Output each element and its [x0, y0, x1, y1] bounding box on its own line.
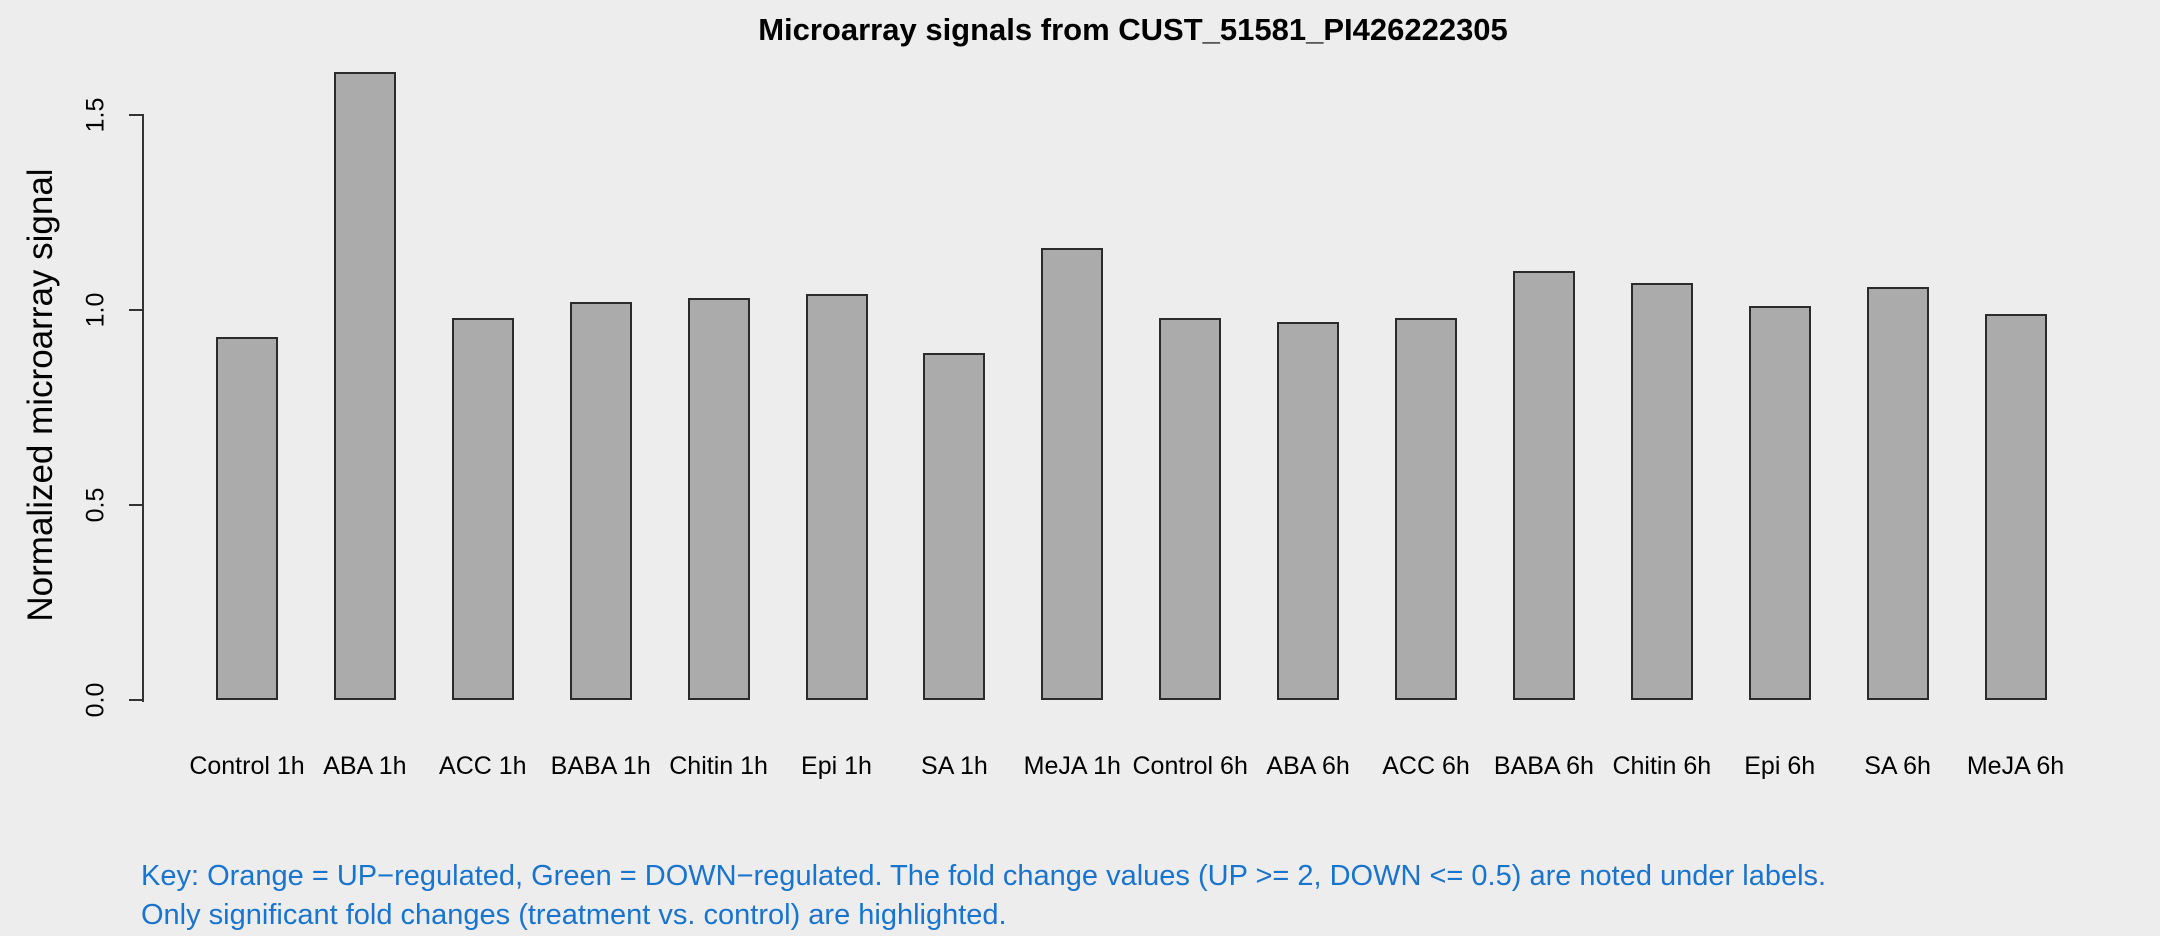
x-category-label: Epi 6h [1744, 752, 1816, 780]
x-category-label: MeJA 6h [1966, 752, 2065, 780]
x-category-label: SA 1h [921, 752, 988, 780]
key-line-2: Only significant fold changes (treatment… [141, 899, 1007, 931]
bar [923, 352, 986, 700]
x-category-label: ACC 1h [439, 752, 527, 780]
y-tick [129, 309, 143, 311]
x-category-label: BABA 1h [550, 752, 651, 780]
bar [1277, 321, 1340, 700]
chart-title: Microarray signals from CUST_51581_PI426… [758, 12, 1508, 47]
bar [216, 337, 278, 700]
bar [333, 72, 396, 700]
y-tick-label: 0.5 [81, 487, 110, 523]
y-axis-line [142, 114, 144, 702]
y-tick [129, 504, 143, 506]
bar [1512, 271, 1575, 700]
x-category-label: SA 6h [1864, 752, 1931, 780]
bar [1159, 317, 1222, 700]
x-category-label: Control 1h [189, 752, 305, 780]
y-tick [129, 114, 143, 116]
x-category-label: ACC 6h [1382, 752, 1470, 780]
y-tick-label: 0.0 [81, 682, 110, 718]
bar [1748, 306, 1811, 700]
x-category-label: ABA 6h [1266, 752, 1350, 780]
bar [1041, 247, 1104, 700]
bar [687, 298, 750, 700]
key-line-1: Key: Orange = UP−regulated, Green = DOWN… [141, 860, 1827, 892]
x-category-label: Epi 1h [801, 752, 872, 780]
bar [1395, 317, 1457, 700]
bar [1984, 313, 2047, 700]
x-category-label: Control 6h [1132, 752, 1248, 780]
bar [805, 294, 868, 700]
bar [451, 317, 514, 700]
bar [569, 302, 632, 700]
x-category-label: Chitin 1h [669, 752, 768, 780]
y-axis-label: Normalized microarray signal [21, 168, 60, 622]
x-category-label: MeJA 1h [1023, 752, 1121, 780]
y-tick [129, 699, 143, 701]
x-category-label: ABA 1h [323, 752, 407, 780]
y-tick-label: 1.5 [81, 97, 110, 133]
x-category-label: BABA 6h [1493, 752, 1594, 780]
bar [1630, 282, 1693, 700]
x-category-label: Chitin 6h [1612, 752, 1712, 780]
bar [1866, 286, 1929, 700]
y-tick-label: 1.0 [81, 292, 110, 328]
